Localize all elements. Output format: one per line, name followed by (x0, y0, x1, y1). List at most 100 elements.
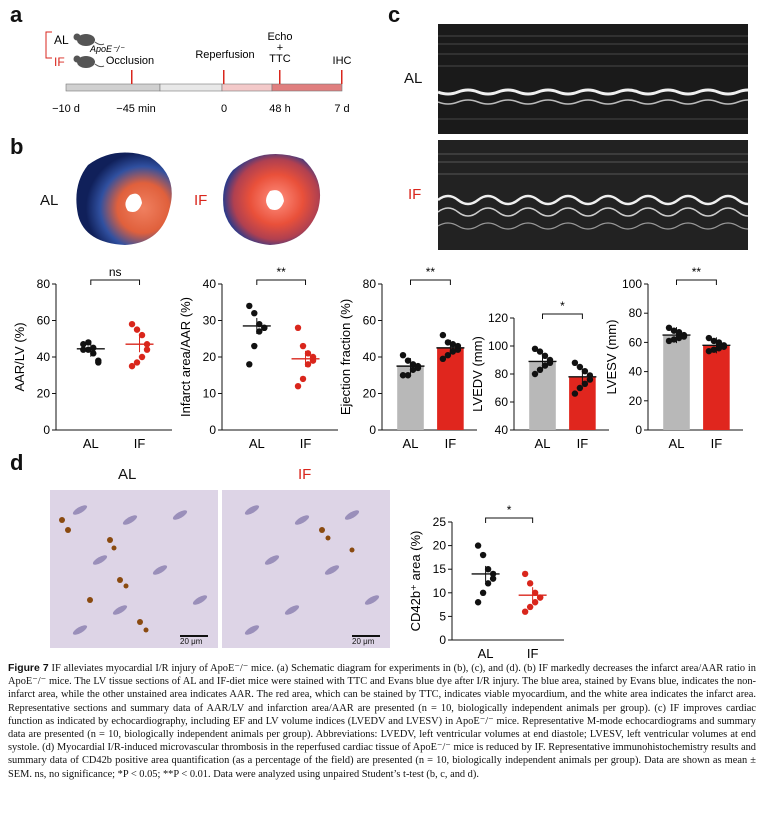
chart4-bar-al (663, 335, 690, 430)
chart4-point (705, 334, 713, 342)
chart3-bar-al (529, 361, 556, 430)
chart0-point (90, 344, 97, 352)
chart2-point (439, 331, 447, 339)
chart2-point (409, 366, 417, 373)
chart0-point (95, 357, 102, 364)
chart5-sig-label: * (507, 503, 512, 517)
chart0-ytick-label: 80 (37, 277, 51, 291)
chart0-point (80, 341, 87, 348)
chart1-point (261, 324, 268, 331)
chart5-point (526, 603, 534, 611)
chart0-sig-bracket (90, 279, 141, 285)
chart1-xtick-label: IF (300, 436, 312, 451)
chart5-ytick-label: 15 (433, 562, 447, 576)
chart3-point (586, 376, 594, 383)
chart5-point (479, 551, 487, 559)
heart-section-al (76, 152, 172, 245)
chart5-ytick-label: 10 (433, 586, 447, 600)
chart3-point (586, 372, 594, 379)
chart5-point (489, 570, 497, 578)
chart5-ytick-label: 25 (433, 515, 447, 529)
chart1-point (246, 361, 253, 368)
chart4-point (715, 339, 723, 346)
chart5-point (489, 575, 497, 582)
chart3-bar-if (569, 376, 596, 430)
chart5-point (521, 608, 529, 615)
chart3-point (541, 362, 549, 369)
chart2-point (449, 348, 457, 355)
chart5-point (484, 580, 492, 587)
group-if-label: IF (54, 55, 65, 69)
chart5-xtick-label: IF (527, 646, 539, 660)
ihc-label-if: IF (298, 466, 312, 483)
chart5-ylabel: CD42b⁺ area (%) (408, 531, 423, 632)
chart2-point (444, 351, 452, 359)
chart5-point (531, 589, 539, 596)
chart2-ytick-label: 0 (369, 423, 376, 437)
chart5-point (536, 594, 544, 601)
chart3-point (531, 370, 539, 378)
chart1-xtick-label: AL (249, 436, 265, 451)
chart3-ytick-label: 60 (495, 395, 509, 409)
chart1-point (251, 310, 258, 317)
chart0-point (138, 331, 146, 339)
chart3-point (536, 366, 544, 373)
chart3-point (581, 368, 589, 375)
chart3-point (576, 363, 584, 371)
heart-section-if (223, 153, 321, 245)
chart1-ytick-label: 20 (203, 350, 217, 364)
chart2-point (404, 357, 412, 364)
chart4-point (710, 346, 718, 353)
chart2-xtick-label: IF (445, 436, 457, 451)
chart3-ytick-label: 100 (488, 339, 508, 353)
chart4-sig-bracket (676, 279, 717, 285)
chart2-point (454, 342, 462, 350)
chart2-ytick-label: 60 (363, 314, 377, 328)
timepoint-ihc: 7 d (334, 103, 349, 115)
chart1-point (256, 320, 263, 328)
chart0-xtick-label: IF (134, 436, 146, 451)
heart-label-if: IF (194, 192, 208, 209)
heart-label-al: AL (40, 192, 59, 209)
chart2-bar-al (397, 366, 424, 430)
chart0-point (143, 341, 151, 348)
chart1-point (246, 302, 253, 310)
chart4-ytick-label: 60 (629, 335, 643, 349)
chart0-point (80, 346, 87, 353)
chart3-sig-bracket (542, 313, 583, 319)
chart3-point (571, 359, 579, 366)
chart4-point (675, 334, 683, 342)
chart3-point (541, 352, 549, 359)
timepoint-echo: 48 h (269, 103, 290, 115)
chart3-xtick-label: IF (577, 436, 589, 451)
chart1-point (294, 383, 302, 390)
chart0-point (85, 346, 92, 353)
timepoint-occlusion: −45 min (116, 103, 155, 115)
chart5-point (521, 570, 529, 578)
chart1-point (304, 361, 312, 368)
chart1-point (304, 350, 312, 357)
scale-bar-al: 20 μm (180, 637, 203, 646)
chart1-ytick-label: 0 (209, 423, 216, 437)
chart0-ytick-label: 40 (37, 350, 51, 364)
chart4-xtick-label: IF (711, 436, 723, 451)
event-ihc-label: IHC (333, 55, 352, 67)
chart2-point (404, 372, 412, 379)
mouse-if-icon (73, 55, 105, 68)
chart0-point (138, 353, 146, 361)
chart3-ytick-label: 120 (488, 311, 508, 325)
event-echo-label: Echo + TTC (267, 31, 292, 65)
event-reperfusion-label: Reperfusion (195, 49, 254, 61)
chart1-point (299, 342, 307, 350)
chart0-sig-label: ns (109, 265, 122, 279)
chart3-point (546, 359, 554, 366)
chart3-ytick-label: 40 (495, 423, 509, 437)
mouse-al-icon (73, 33, 105, 46)
chart5-point (531, 599, 539, 606)
chart0-point (133, 326, 141, 333)
chart1-point (309, 353, 317, 361)
panel-label-d: d (10, 450, 24, 475)
chart2-ylabel: Ejection fraction (%) (338, 299, 353, 415)
chart3-point (571, 390, 579, 397)
chart3-point (581, 380, 589, 387)
